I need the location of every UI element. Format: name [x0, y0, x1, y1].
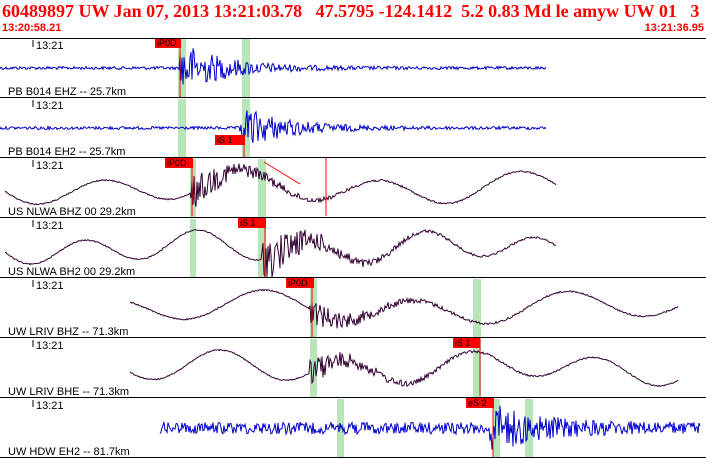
pick-label-box[interactable] [466, 398, 494, 408]
event-header: 60489897 UW Jan 07, 2013 13:21:03.78 47.… [0, 0, 706, 38]
waveform [4, 163, 557, 207]
station-label: UW LRIV BHZ -- 71.3km [8, 326, 128, 338]
analysis-window [258, 159, 266, 217]
waveform [0, 110, 547, 144]
station-label: PB B014 EH2 -- 25.7km [8, 146, 125, 158]
pick-label: iS 1 [240, 218, 256, 228]
event-title: 60489897 UW Jan 07, 2013 13:21:03.78 47.… [2, 1, 700, 21]
pick-label: eS 2 [468, 398, 487, 408]
time-tick-label: 13:21 [36, 40, 64, 52]
trace-panel[interactable]: iP0D 13:21 PB B014 EHZ -- 25.7km [0, 38, 706, 98]
trace-panel[interactable]: eS 2 13:21 UW HDW EH2 -- 81.7km [0, 398, 706, 458]
station-label: UW HDW EH2 -- 81.7km [8, 446, 130, 458]
time-tick-label: 13:21 [36, 100, 64, 112]
pick-label: iP0D [157, 38, 177, 48]
trace-panel[interactable]: iS 1 13:21 UW LRIV BHE -- 71.3km [0, 338, 706, 398]
station-label: US NLWA BH2 00 29.2km [8, 266, 135, 278]
waveform [5, 229, 557, 278]
trace-panel[interactable]: iS 1 13:21 PB B014 EH2 -- 25.7km [0, 99, 706, 158]
pick-label-box[interactable] [453, 338, 480, 348]
analysis-window [473, 279, 481, 337]
station-label: PB B014 EHZ -- 25.7km [8, 86, 126, 98]
pick-label-box[interactable] [286, 278, 314, 288]
analysis-window [178, 99, 186, 157]
window-start-time: 13:20:58.21 [2, 22, 62, 34]
station-label: US NLWA BHZ 00 29.2km [8, 206, 136, 218]
waveform [159, 405, 701, 450]
trace-panel[interactable]: iP0D 13:21 UW LRIV BHZ -- 71.3km [0, 278, 706, 338]
waveform [0, 48, 547, 85]
analysis-window [190, 219, 196, 277]
pick-label-box[interactable] [215, 135, 245, 145]
trace-panel[interactable]: iP0D 13:21 US NLWA BHZ 00 29.2km [0, 158, 706, 218]
analysis-window [493, 399, 500, 457]
time-tick-label: 13:21 [36, 160, 64, 172]
pick-label-box[interactable] [155, 38, 181, 48]
pick-label-box[interactable] [238, 218, 266, 228]
pick-label: iP0D [167, 158, 187, 168]
pick-label: iS 1 [217, 135, 233, 145]
time-tick-label: 13:21 [36, 220, 64, 232]
pick-label: iP0D [288, 278, 308, 288]
pick-label-box[interactable] [165, 158, 193, 168]
time-tick-label: 13:21 [36, 400, 64, 412]
pick-label: iS 1 [455, 338, 471, 348]
analysis-window [242, 99, 250, 157]
analysis-window [190, 159, 196, 217]
pick-marker-line [263, 161, 301, 185]
trace-panel[interactable]: iS 1 13:21 US NLWA BH2 00 29.2km [0, 218, 706, 278]
time-tick-label: 13:21 [36, 280, 64, 292]
waveform [129, 348, 679, 388]
window-end-time: 13:21:36.95 [644, 22, 704, 34]
analysis-window [473, 339, 481, 397]
time-tick-label: 13:21 [36, 340, 64, 352]
station-label: UW LRIV BHE -- 71.3km [8, 386, 129, 398]
waveform [129, 288, 679, 329]
seismogram-panel[interactable]: iP0D 13:21 PB B014 EHZ -- 25.7km iS 1 13:21 P… [0, 38, 706, 458]
